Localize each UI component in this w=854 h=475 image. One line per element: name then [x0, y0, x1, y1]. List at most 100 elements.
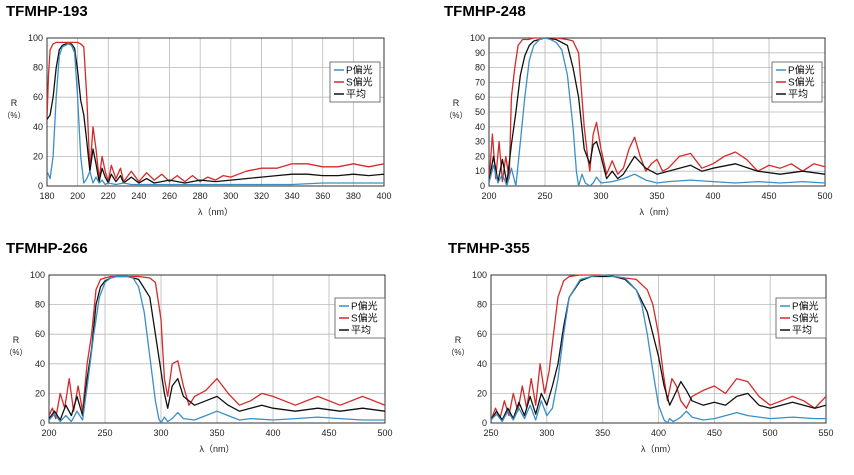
x-tick-label: 280: [193, 191, 208, 201]
legend-label: P偏光: [792, 300, 819, 313]
x-tick-label: 450: [707, 428, 722, 438]
y-tick-label: 60: [35, 329, 45, 339]
chart-3: 200 250 300 350 400 450 500 0 20 40 60 80 100 λ（nm） R （…: [4, 270, 392, 454]
x-tick-label: 550: [818, 428, 833, 438]
y-tick-label: 0: [40, 418, 45, 428]
legend-label: S偏光: [792, 312, 819, 325]
y-tick-label: 100: [472, 270, 487, 280]
x-tick-label: 250: [97, 428, 112, 438]
y-axis-unit: （%）: [446, 348, 469, 357]
series-line-1: [47, 43, 384, 186]
y-tick-label: 80: [35, 300, 45, 310]
chart-title: TFMHP-266: [6, 240, 88, 257]
x-tick-label: 400: [705, 191, 720, 201]
y-tick-label: 20: [477, 388, 487, 398]
legend-label: 平均: [788, 89, 808, 101]
y-tick-label: 10: [475, 166, 485, 176]
x-tick-label: 350: [649, 191, 664, 201]
y-axis-unit: （%）: [444, 111, 467, 120]
chart-title: TFMHP-193: [6, 3, 88, 20]
y-axis-unit: （%）: [4, 348, 27, 357]
y-tick-label: 90: [475, 48, 485, 58]
x-tick-label: 500: [817, 191, 832, 201]
x-tick-label: 400: [265, 428, 280, 438]
series-line-1: [491, 274, 826, 423]
x-tick-label: 380: [346, 191, 361, 201]
x-tick-label: 500: [377, 428, 392, 438]
x-tick-label: 300: [539, 428, 554, 438]
series-line-2: [491, 274, 826, 421]
y-tick-label: 0: [38, 181, 43, 191]
legend-label: P偏光: [788, 64, 815, 77]
x-tick-label: 300: [153, 428, 168, 438]
x-tick-label: 350: [595, 428, 610, 438]
x-axis-label: λ（nm）: [641, 444, 676, 454]
x-tick-label: 450: [761, 191, 776, 201]
x-tick-label: 360: [315, 191, 330, 201]
chart-4: 250 300 350 400 450 500 550 0 20 40 60 80 100 λ（nm） R （…: [446, 270, 833, 454]
x-tick-label: 300: [593, 191, 608, 201]
y-axis-label: R: [455, 335, 462, 345]
y-tick-label: 60: [477, 329, 487, 339]
chart-2: 200 250 300 350 400 450 500 0 10 20 30 40 50 60 70 80 90…: [444, 33, 832, 217]
legend-label: P偏光: [346, 64, 373, 77]
legend-label: 平均: [792, 325, 812, 337]
y-tick-label: 50: [475, 107, 485, 117]
x-tick-label: 300: [223, 191, 238, 201]
x-tick-label: 500: [763, 428, 778, 438]
y-tick-label: 100: [30, 270, 45, 280]
x-tick-label: 260: [162, 191, 177, 201]
plot-frame: [48, 274, 386, 424]
y-tick-label: 70: [475, 77, 485, 87]
legend-label: 平均: [346, 89, 366, 101]
x-tick-label: 400: [651, 428, 666, 438]
legend-label: S偏光: [346, 76, 373, 89]
y-tick-label: 60: [33, 92, 43, 102]
chart-title: TFMHP-355: [448, 240, 530, 257]
legend-label: S偏光: [788, 76, 815, 89]
x-tick-label: 450: [321, 428, 336, 438]
x-axis-label: λ（nm）: [198, 207, 233, 217]
x-tick-label: 200: [70, 191, 85, 201]
y-tick-label: 40: [477, 359, 487, 369]
y-tick-label: 40: [475, 122, 485, 132]
y-tick-label: 30: [475, 137, 485, 147]
series-line-1: [49, 275, 385, 423]
chart-1: 180 200 220 240 260 280 300 320 340 360 380 400 0 20 4…: [2, 33, 391, 217]
y-tick-label: 80: [33, 63, 43, 73]
y-tick-label: 20: [33, 151, 43, 161]
x-tick-label: 200: [41, 428, 56, 438]
x-tick-label: 240: [131, 191, 146, 201]
x-tick-label: 250: [537, 191, 552, 201]
x-tick-label: 220: [101, 191, 116, 201]
series-line-3: [489, 37, 825, 184]
y-tick-label: 80: [477, 300, 487, 310]
y-tick-label: 0: [480, 181, 485, 191]
x-tick-label: 180: [39, 191, 54, 201]
y-axis-label: R: [453, 98, 460, 108]
legend-label: S偏光: [351, 312, 378, 325]
y-tick-label: 80: [475, 63, 485, 73]
x-axis-label: λ（nm）: [639, 207, 674, 217]
y-axis-label: R: [11, 98, 18, 108]
y-tick-label: 0: [482, 418, 487, 428]
legend-label: P偏光: [351, 300, 378, 313]
x-axis-label: λ（nm）: [199, 444, 234, 454]
y-tick-label: 100: [470, 33, 485, 43]
y-tick-label: 100: [28, 33, 43, 43]
x-tick-label: 400: [376, 191, 391, 201]
plot-frame: [490, 274, 827, 424]
y-tick-label: 20: [35, 388, 45, 398]
legend-label: 平均: [351, 325, 371, 337]
series-line-1: [489, 37, 825, 186]
x-tick-label: 350: [209, 428, 224, 438]
y-tick-label: 40: [33, 122, 43, 132]
x-tick-label: 340: [285, 191, 300, 201]
x-tick-label: 200: [481, 191, 496, 201]
x-tick-label: 320: [254, 191, 269, 201]
y-tick-label: 40: [35, 359, 45, 369]
